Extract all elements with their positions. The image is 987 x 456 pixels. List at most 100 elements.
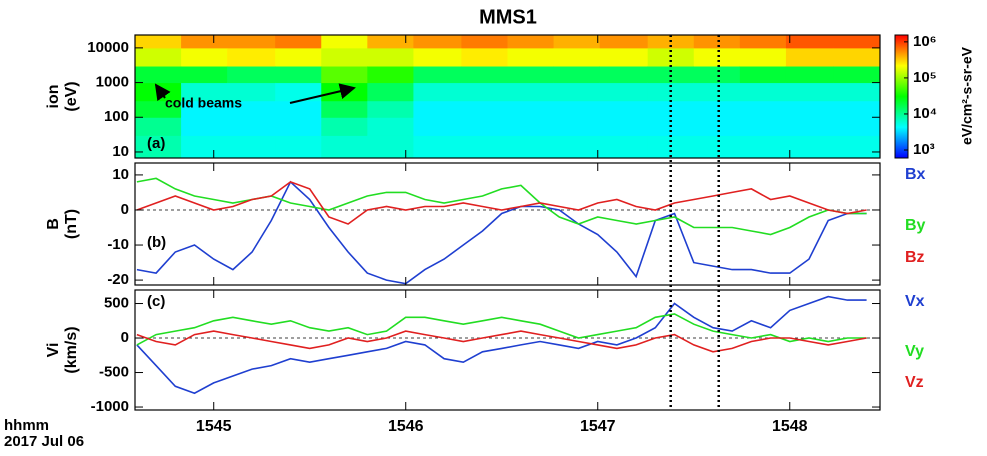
spectrogram-cell bbox=[275, 47, 322, 67]
spectrogram-cell bbox=[693, 47, 741, 67]
spectrogram-cell bbox=[507, 100, 555, 118]
spectrogram-cell bbox=[693, 66, 741, 84]
spectrogram-cell bbox=[833, 135, 881, 159]
spectrogram-cell bbox=[367, 82, 414, 102]
spectrogram-cell bbox=[785, 35, 835, 49]
spectrogram-cell bbox=[367, 66, 414, 84]
spectrogram-cell bbox=[227, 135, 276, 159]
spectrogram-cell bbox=[227, 117, 276, 136]
y-axis-label: (nT) bbox=[63, 209, 80, 239]
spectrogram-cell bbox=[739, 35, 787, 49]
spectrogram-cell bbox=[647, 100, 695, 118]
spectrogram-cell bbox=[785, 47, 835, 67]
spectrogram-cell bbox=[785, 117, 835, 136]
data-line bbox=[136, 180, 867, 285]
spectrogram-cell bbox=[321, 66, 368, 84]
spectrogram-cell bbox=[181, 82, 228, 102]
colorbar-tick-label: 10³ bbox=[913, 141, 935, 158]
spectrogram-cell bbox=[599, 135, 649, 159]
spectrogram-cell bbox=[507, 82, 555, 102]
legend-label: Vy bbox=[905, 343, 924, 360]
x-tick-label: 1546 bbox=[388, 418, 424, 435]
spectrogram-cell bbox=[833, 35, 881, 49]
spectrogram-cell bbox=[135, 117, 182, 136]
y-tick-label: -1000 bbox=[91, 398, 129, 415]
spectrogram-cell bbox=[321, 35, 368, 49]
spectrogram-cell bbox=[135, 100, 182, 118]
spectrogram-cell bbox=[321, 82, 368, 102]
spectrogram-cell bbox=[693, 35, 741, 49]
spectrogram-cell bbox=[553, 66, 601, 84]
spectrogram-cell bbox=[599, 100, 649, 118]
spectrogram-cell bbox=[275, 66, 322, 84]
spectrogram-cell bbox=[367, 35, 414, 49]
y-tick-label: 1000 bbox=[96, 74, 129, 91]
panel-label: (b) bbox=[147, 234, 166, 251]
spectrogram-cell bbox=[461, 35, 508, 49]
spectrogram-cell bbox=[413, 117, 462, 136]
x-tick-label: 1547 bbox=[580, 418, 616, 435]
legend-label: Bz bbox=[905, 249, 925, 266]
spectrogram-cell bbox=[833, 117, 881, 136]
y-tick-label: -20 bbox=[107, 271, 129, 288]
spectrogram-cell bbox=[739, 100, 787, 118]
spectrogram-cell bbox=[461, 135, 508, 159]
spectrogram-cell bbox=[367, 47, 414, 67]
spectrogram-cell bbox=[507, 135, 555, 159]
data-line bbox=[136, 181, 867, 225]
spectrogram-cell bbox=[507, 66, 555, 84]
spectrogram-cell bbox=[785, 66, 835, 84]
spectrogram-cell bbox=[553, 135, 601, 159]
spectrogram-cell bbox=[693, 82, 741, 102]
spectrogram-cell bbox=[227, 82, 276, 102]
spectrogram-cell bbox=[693, 135, 741, 159]
y-tick-label: 10 bbox=[112, 166, 129, 183]
spectrogram-cell bbox=[507, 47, 555, 67]
date-label: 2017 Jul 06 bbox=[4, 433, 84, 450]
spectrogram-cell bbox=[553, 117, 601, 136]
spectrogram-cell bbox=[413, 100, 462, 118]
colorbar-tick-label: 10⁶ bbox=[913, 33, 937, 50]
spectrogram-cell bbox=[181, 100, 228, 118]
spectrogram-cell bbox=[599, 66, 649, 84]
panel-frame bbox=[134, 34, 881, 159]
spectrogram-cell bbox=[413, 135, 462, 159]
legend-label: Vx bbox=[905, 293, 925, 310]
y-tick-label: -10 bbox=[107, 236, 129, 253]
spectrogram bbox=[135, 35, 881, 159]
spectrogram-cell bbox=[693, 117, 741, 136]
spectrogram-cell bbox=[553, 35, 601, 49]
legend-label: By bbox=[905, 217, 926, 234]
x-tick-label: 1545 bbox=[196, 418, 232, 435]
spectrogram-cell bbox=[135, 35, 182, 49]
spectrogram-cell bbox=[599, 117, 649, 136]
spectrogram-cell bbox=[275, 35, 322, 49]
spectrogram-cell bbox=[181, 135, 228, 159]
legend-label: Vz bbox=[905, 374, 924, 391]
y-tick-label: 0 bbox=[121, 329, 129, 346]
spectrogram-cell bbox=[739, 82, 787, 102]
spectrogram-cell bbox=[739, 47, 787, 67]
annotation-arrow bbox=[289, 83, 356, 104]
colorbar-tick-label: 10⁵ bbox=[913, 69, 937, 86]
spectrogram-cell bbox=[321, 100, 368, 118]
legend-label: Bx bbox=[905, 166, 926, 183]
spectrogram-cell bbox=[275, 82, 322, 102]
spectrogram-cell bbox=[275, 117, 322, 136]
chart-title: MMS1 bbox=[479, 6, 537, 28]
y-tick-label: 0 bbox=[121, 201, 129, 218]
panel-frame bbox=[134, 289, 881, 411]
spectrogram-cell bbox=[275, 100, 322, 118]
spectrogram-cell bbox=[461, 117, 508, 136]
spectrogram-cell bbox=[227, 66, 276, 84]
spectrogram-cell bbox=[833, 47, 881, 67]
spectrogram-cell bbox=[413, 47, 462, 67]
spectrogram-cell bbox=[553, 82, 601, 102]
x-tick-label: 1548 bbox=[772, 418, 808, 435]
y-tick-label: -500 bbox=[99, 363, 129, 380]
spectrogram-cell bbox=[507, 35, 555, 49]
spectrogram-cell bbox=[599, 82, 649, 102]
spectrogram-cell bbox=[227, 35, 276, 49]
y-axis-label: B bbox=[45, 218, 62, 230]
